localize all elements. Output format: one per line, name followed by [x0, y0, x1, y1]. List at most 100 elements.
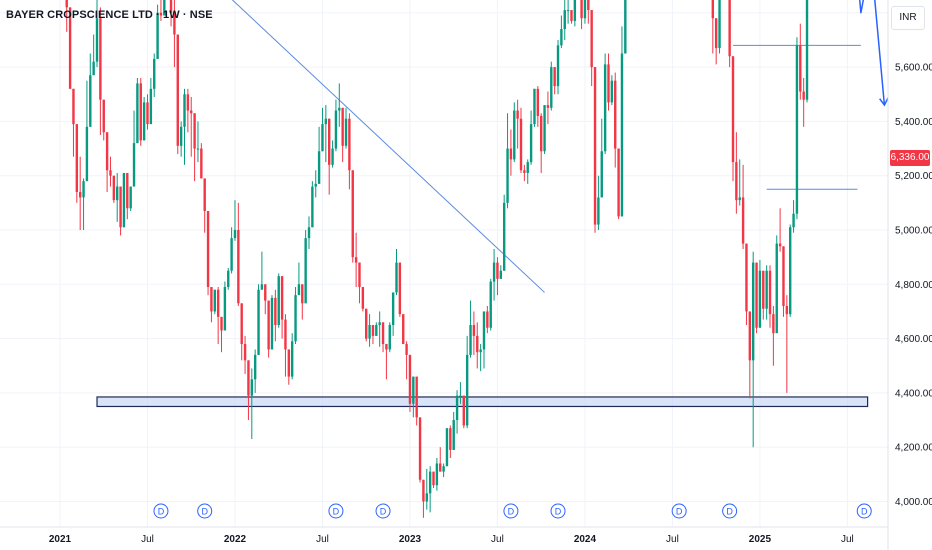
candle-body: [785, 306, 789, 315]
candle-body: [620, 53, 624, 217]
price-axis-tick-label: 4,200.00: [895, 443, 932, 454]
candlestick-series: [65, 0, 809, 518]
candle-body: [132, 143, 136, 187]
dividend-marker: [375, 503, 391, 519]
candle-body: [502, 202, 506, 271]
candle-body: [560, 29, 563, 46]
candle-body: [711, 0, 715, 19]
dividend-marker-label: D: [555, 507, 562, 517]
candle-body: [718, 0, 721, 49]
candle-body: [782, 246, 785, 307]
candle-body: [375, 325, 378, 336]
currency-selector[interactable]: INR: [891, 6, 925, 30]
candle-body: [546, 105, 550, 108]
candle-body: [385, 344, 388, 350]
candle-body: [459, 395, 462, 397]
candle-body: [550, 67, 553, 108]
candle-body: [314, 183, 317, 187]
candle-body: [486, 311, 489, 328]
dividend-marker: [153, 503, 169, 519]
candle-body: [146, 102, 149, 125]
candle-body: [294, 295, 297, 342]
dividend-marker: [503, 503, 519, 519]
candle-body: [216, 289, 220, 317]
candle-body: [378, 322, 381, 326]
candle-body: [179, 126, 183, 146]
dividend-marker-label: D: [201, 507, 208, 517]
projection-arrows[interactable]: [851, 0, 895, 107]
dividend-marker-label: D: [676, 507, 683, 517]
candle-body: [738, 197, 741, 201]
candle-body: [247, 360, 250, 396]
candle-body: [412, 376, 415, 404]
dividend-marker-label: D: [333, 507, 340, 517]
candle-body: [227, 270, 230, 288]
candle-body: [600, 151, 603, 198]
candle-body: [519, 118, 523, 171]
candle-body: [142, 102, 146, 141]
candle-body: [267, 300, 270, 350]
time-axis-tick-label: 2021: [49, 534, 72, 545]
candle-body: [344, 118, 348, 146]
time-axis: 2021 Jul 2022 Jul 2023 Jul 2024 Jul 2025 Jul: [49, 534, 854, 545]
candle-body: [260, 284, 264, 290]
candle-body: [348, 118, 351, 171]
price-axis-tick-label: 5,600.00: [895, 63, 932, 74]
candle-body: [516, 110, 519, 119]
candle-body: [388, 325, 391, 350]
candle-body: [203, 178, 206, 211]
candle-body: [156, 12, 159, 59]
candle-body: [328, 118, 331, 165]
candle-body: [765, 270, 768, 309]
candle-body: [274, 297, 277, 326]
candle-body: [264, 284, 267, 301]
candle-body: [617, 148, 620, 217]
candle-body: [614, 80, 617, 149]
candle-body: [324, 118, 328, 125]
candle-body: [237, 230, 240, 304]
candle-body: [418, 417, 422, 480]
dividend-marker: [856, 503, 872, 519]
candle-body: [758, 270, 762, 328]
candle-body: [751, 262, 755, 361]
candle-body: [590, 10, 593, 68]
candle-body: [432, 471, 435, 486]
candle-body: [186, 94, 190, 111]
candle-body: [284, 319, 287, 350]
candle-body: [190, 110, 193, 114]
time-axis-tick-label: Jul: [141, 534, 154, 545]
time-axis-tick-label: Jul: [841, 534, 854, 545]
dividend-marker: [328, 503, 344, 519]
candle-body: [250, 379, 254, 396]
candle-body: [391, 292, 395, 326]
candle-body: [257, 289, 260, 355]
candle-body: [472, 325, 476, 336]
candle-body: [210, 287, 213, 312]
candle-body: [233, 230, 237, 239]
candle-body: [317, 151, 321, 184]
candle-body: [220, 316, 223, 331]
projection-down-arrow-head: [879, 97, 889, 107]
candle-body: [489, 281, 492, 328]
candle-body: [109, 170, 112, 176]
candle-body: [792, 213, 795, 228]
candle-body: [563, 10, 566, 30]
candle-body: [304, 238, 307, 304]
candle-body: [479, 349, 482, 353]
candle-body: [529, 124, 533, 163]
candle-body: [301, 284, 304, 304]
time-axis-tick-label: 2023: [399, 534, 422, 545]
time-axis-tick-label: Jul: [491, 534, 504, 545]
candle-body: [610, 80, 614, 103]
candle-body: [112, 175, 116, 201]
time-axis-tick-label: 2025: [749, 534, 772, 545]
candle-body: [72, 88, 75, 125]
candle-body: [240, 303, 243, 345]
candle-body: [795, 45, 799, 214]
candle-body: [307, 227, 311, 239]
candle-body: [408, 354, 412, 404]
price-axis-tick-label: 4,800.00: [895, 280, 932, 291]
candle-body: [99, 18, 102, 100]
